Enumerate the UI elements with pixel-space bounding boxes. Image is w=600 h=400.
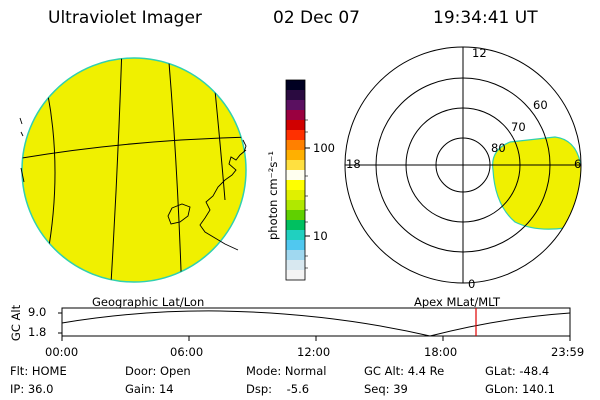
colorbar-band [286,130,305,141]
colorbar-band [286,200,305,211]
info-dsp: Dsp: -5.6 [246,382,310,396]
timeline-x-label-1800: 18:00 [424,345,458,359]
colorbar-band [286,100,305,111]
timeline-axis-title: GC Alt [9,304,23,342]
colorbar-band [286,270,305,281]
info-mode: Mode: Normal [246,364,327,378]
info-gain: Gain: 14 [125,382,174,396]
mlt-label-18: 18 [346,157,361,171]
timeline-x-label-0000: 00:00 [45,345,79,359]
right-map-caption: Apex MLat/MLT [414,295,501,309]
mlat-label-60: 60 [533,98,548,112]
time-label: 19:34:41 UT [433,8,538,28]
info-gc-alt: GC Alt: 4.4 Re [364,364,445,378]
colorbar-band [286,190,305,201]
colorbar-band [286,90,305,101]
mlat-label-70: 70 [511,120,526,134]
timeline-x-label-2359: 23:59 [551,345,585,359]
colorbar-band [286,170,305,181]
info-ip: IP: 36.0 [10,382,54,396]
info-glon: GLon: 140.1 [485,382,555,396]
mlat-label-80: 80 [491,141,506,155]
colorbar-tick-10: 10 [313,229,328,243]
colorbar-band [286,140,305,151]
colorbar-bands [286,80,305,281]
colorbar-band [286,210,305,221]
altitude-curve [61,310,571,337]
mlt-label-6: 6 [574,157,582,171]
mlt-label-12: 12 [472,46,487,60]
colorbar-band [286,220,305,231]
timeline-x-label-0600: 06:00 [170,345,204,359]
colorbar-band [286,150,305,161]
colorbar-band [286,80,305,91]
polar-grid [344,46,582,284]
colorbar-band [286,250,305,261]
info-door: Door: Open [125,364,191,378]
colorbar-band [286,160,305,171]
colorbar-band [286,260,305,271]
timeline-y-label-min: 1.8 [28,325,47,339]
colorbar-band [286,180,305,191]
info-glat: GLat: -48.4 [485,364,550,378]
instrument-title: Ultraviolet Imager [48,8,202,28]
date-label: 02 Dec 07 [273,8,360,28]
colorbar-band [286,230,305,241]
left-map-caption: Geographic Lat/Lon [92,295,205,309]
coastline [19,117,247,251]
timeline-y-label-max: 9.0 [28,305,47,319]
info-flight: Flt: HOME [10,364,67,378]
info-seq: Seq: 39 [364,382,408,396]
timeline-x-label-1200: 12:00 [297,345,331,359]
colorbar-tick-100: 100 [313,141,335,155]
colorbar-band [286,110,305,121]
colorbar-band [286,120,305,131]
mlt-label-0: 0 [468,277,476,291]
colorbar-band [286,240,305,251]
imager-disk-left [21,57,247,283]
